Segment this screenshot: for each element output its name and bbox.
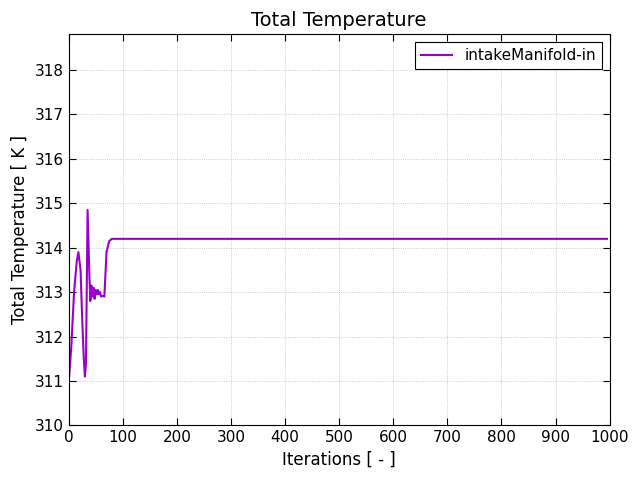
intakeManifold-in bbox=[473, 236, 481, 242]
intakeManifold-in bbox=[84, 207, 92, 213]
Title: Total Temperature: Total Temperature bbox=[252, 11, 427, 30]
intakeManifold-in bbox=[408, 236, 416, 242]
intakeManifold-in bbox=[603, 236, 611, 242]
Legend: intakeManifold-in: intakeManifold-in bbox=[415, 42, 602, 69]
intakeManifold-in bbox=[138, 236, 145, 242]
Y-axis label: Total Temperature [ K ]: Total Temperature [ K ] bbox=[11, 135, 29, 324]
intakeManifold-in bbox=[65, 374, 73, 380]
intakeManifold-in bbox=[106, 238, 113, 244]
X-axis label: Iterations [ - ]: Iterations [ - ] bbox=[282, 451, 396, 469]
intakeManifold-in bbox=[322, 236, 330, 242]
intakeManifold-in bbox=[587, 236, 595, 242]
Line: intakeManifold-in: intakeManifold-in bbox=[69, 210, 607, 377]
